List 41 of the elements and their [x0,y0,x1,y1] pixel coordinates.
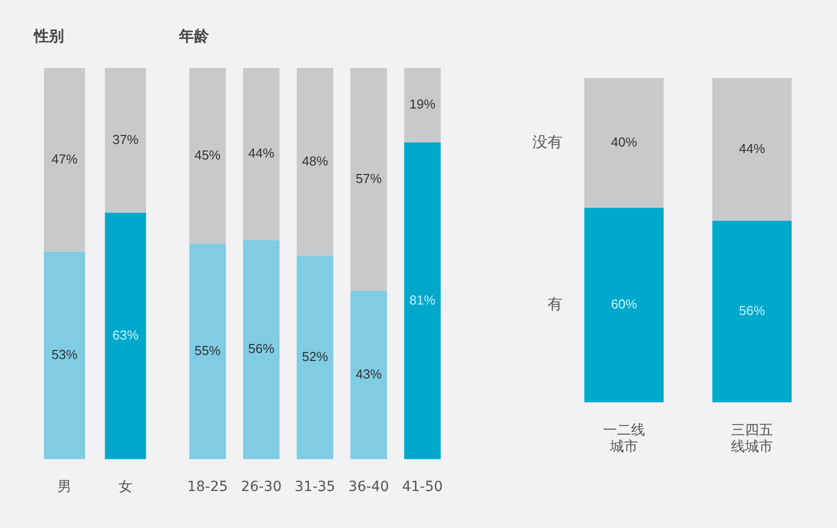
x-tick-label: 31-35 [294,479,336,496]
bar [296,68,334,256]
x-tick-label: 36-40 [348,479,390,496]
data-label: 47% [51,152,78,167]
x-tick-label: 女 [118,479,132,496]
data-label: 43% [356,366,382,382]
series-label: 没有 [532,132,562,151]
data-label: 19% [409,96,436,112]
data-label: 60% [610,296,638,312]
data-label: 52% [302,349,328,364]
data-label: 45% [194,148,222,163]
bar [189,68,226,244]
bar [350,68,387,291]
x-tick-label: 一二线城市 [603,422,645,456]
bar [404,142,441,460]
data-label: 40% [610,134,638,150]
series-label: 有 [547,294,562,313]
data-label: 37% [112,132,139,147]
data-label: 56% [738,303,766,318]
data-label: 53% [51,347,78,362]
bar [243,240,280,460]
bar [404,68,441,142]
data-label: 44% [738,140,766,156]
chart-title: 性别 [33,26,64,45]
data-label: 56% [248,341,275,356]
bar [296,256,334,460]
data-label: 63% [112,328,139,343]
x-tick-label: 41-50 [402,479,443,496]
x-tick-label: 26-30 [240,479,282,496]
bar [189,244,226,460]
x-tick-label: 三四五线城市 [731,422,773,456]
x-tick-label: 18-25 [187,479,228,496]
data-label: 48% [302,153,328,168]
bar [243,68,280,240]
data-label: 81% [409,292,436,308]
bar [350,290,387,460]
data-label: 44% [248,146,275,161]
data-label: 55% [194,343,222,358]
x-tick-label: 男 [58,479,72,496]
chart-title: 年龄 [178,26,210,45]
data-label: 57% [356,171,382,186]
